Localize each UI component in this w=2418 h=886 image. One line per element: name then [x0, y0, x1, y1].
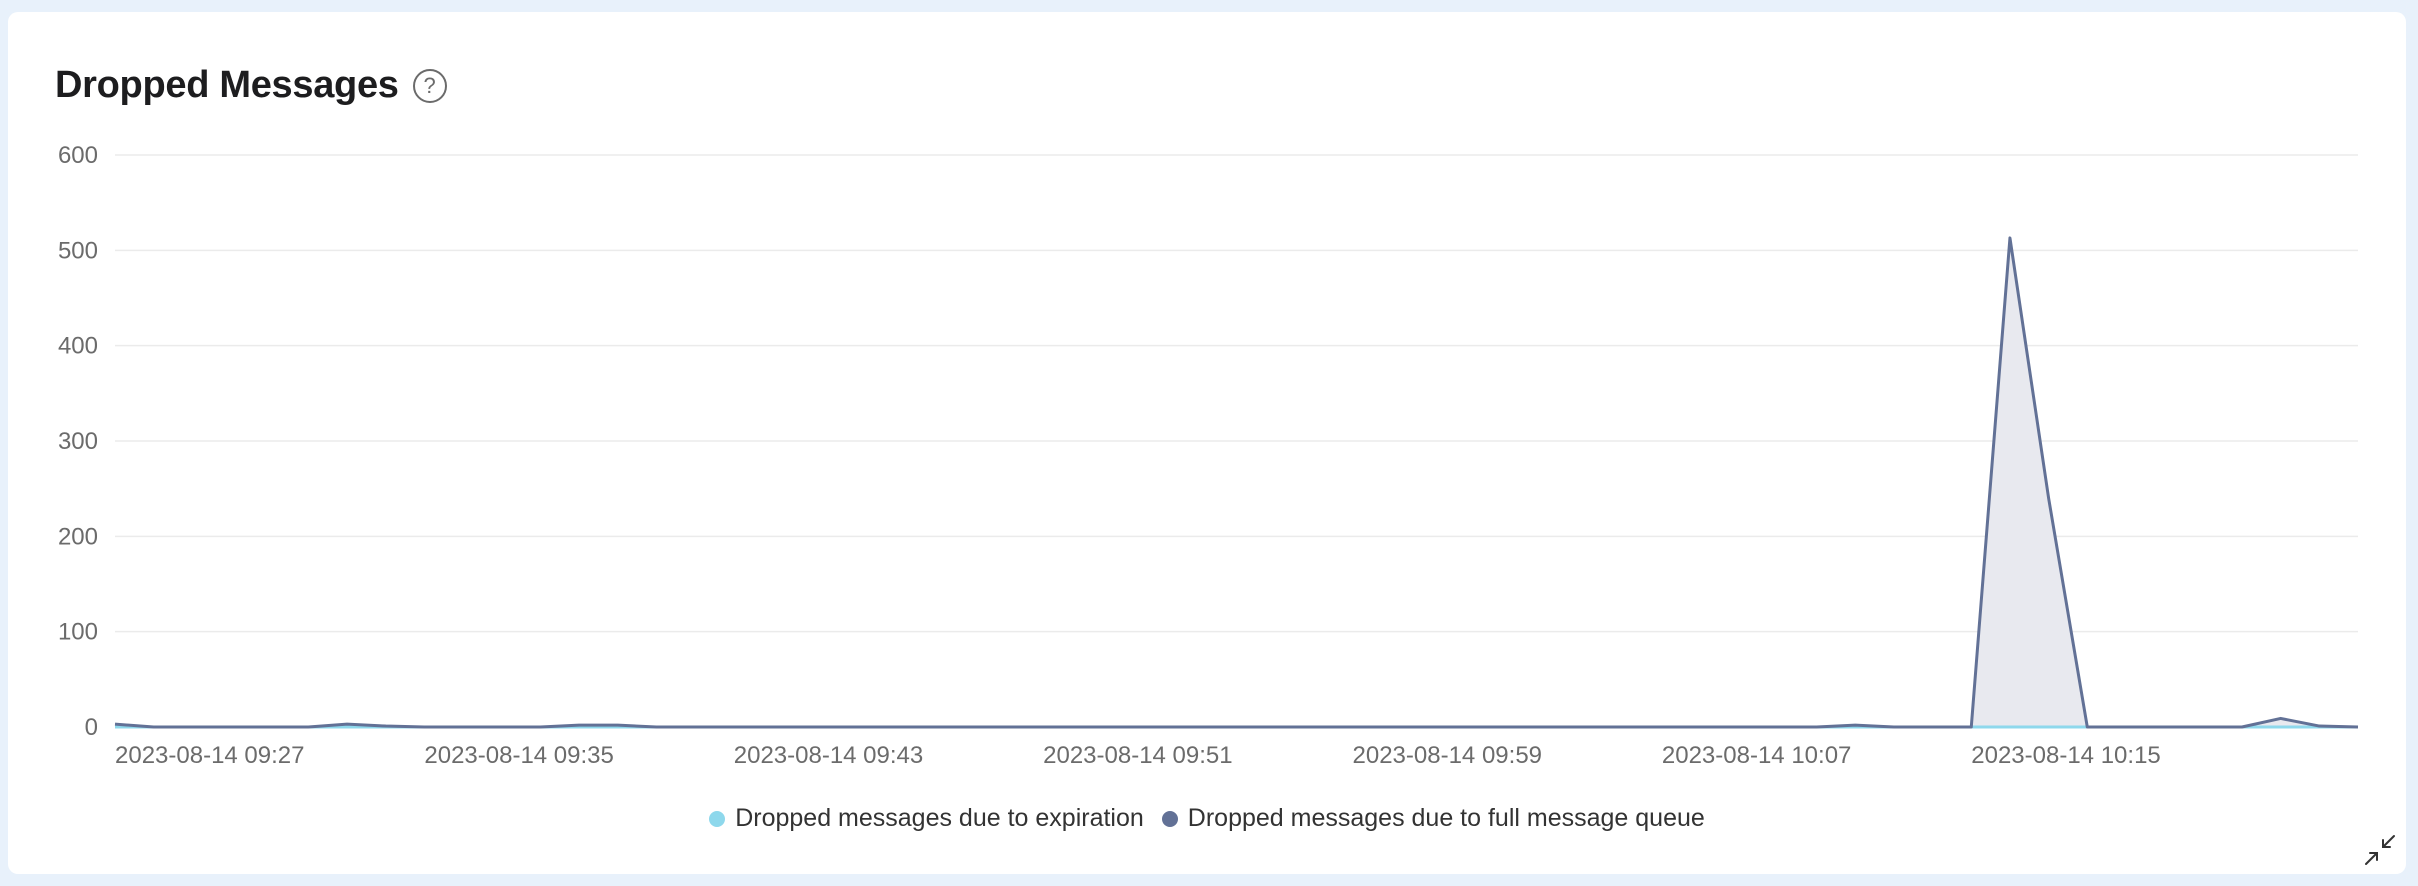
- legend-dot-full-queue: [1161, 810, 1178, 827]
- y-tick-label: 0: [85, 714, 98, 741]
- x-tick-label: 2023-08-14 10:15: [1971, 742, 2161, 769]
- panel-header: Dropped Messages ?: [55, 64, 447, 107]
- legend-label-full-queue: Dropped messages due to full message que…: [1187, 804, 1705, 832]
- x-tick-label: 2023-08-14 09:27: [115, 742, 305, 769]
- legend-label-expiration: Dropped messages due to expiration: [735, 804, 1144, 832]
- collapse-arrows-icon[interactable]: [2364, 834, 2396, 866]
- dropped-messages-panel: Dropped Messages ? 0 100 200 300 400 500 600 20…: [8, 12, 2406, 874]
- y-tick-label: 100: [58, 619, 98, 646]
- question-circle-icon[interactable]: ?: [412, 68, 447, 103]
- legend-item-expiration[interactable]: Dropped messages due to expiration: [709, 804, 1144, 833]
- legend-item-full-queue[interactable]: Dropped messages due to full message que…: [1161, 804, 1705, 833]
- y-tick-label: 300: [58, 428, 98, 455]
- dropped-messages-chart[interactable]: 0 100 200 300 400 500 600 2023-08-14 09:27 2023-…: [8, 12, 2406, 874]
- y-tick-label: 600: [58, 142, 98, 169]
- x-tick-label: 2023-08-14 10:07: [1662, 742, 1852, 769]
- x-tick-label: 2023-08-14 09:43: [734, 742, 924, 769]
- panel-title: Dropped Messages: [55, 64, 399, 106]
- x-tick-label: 2023-08-14 09:35: [424, 742, 613, 769]
- chart-legend: Dropped messages due to expiration Dropp…: [8, 804, 2406, 833]
- legend-dot-expiration: [709, 810, 726, 827]
- x-tick-label: 2023-08-14 09:59: [1353, 742, 1543, 769]
- y-tick-label: 500: [58, 237, 98, 264]
- y-tick-label: 400: [58, 333, 98, 360]
- x-tick-label: 2023-08-14 09:51: [1043, 742, 1233, 769]
- series-line-full-queue: [114, 236, 2359, 729]
- y-tick-label: 200: [58, 523, 98, 550]
